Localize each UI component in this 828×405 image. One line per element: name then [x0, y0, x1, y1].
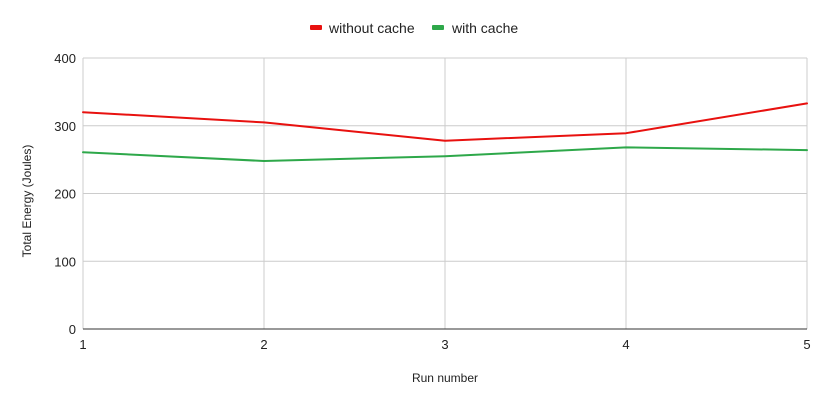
y-axis-title: Total Energy (Joules)	[20, 145, 34, 258]
x-tick-label: 3	[441, 337, 448, 352]
legend-item[interactable]: with cache	[432, 20, 518, 36]
y-tick-label: 100	[54, 254, 76, 269]
y-tick-label: 400	[54, 51, 76, 66]
legend[interactable]: without cache with cache	[310, 20, 518, 36]
x-tick-label: 4	[622, 337, 629, 352]
x-axis-title: Run number	[412, 371, 478, 385]
x-tick-label: 5	[803, 337, 810, 352]
series-line-with-cache	[82, 146, 808, 162]
legend-label: with cache	[451, 20, 518, 36]
y-tick-label: 200	[54, 187, 76, 202]
gridlines	[82, 57, 808, 329]
x-tick-label: 2	[260, 337, 267, 352]
legend-item[interactable]: without cache	[310, 20, 415, 36]
x-tick-label: 1	[79, 337, 86, 352]
tick-labels: 0 100 200 300 400 1 2 3 4 5	[54, 51, 810, 352]
legend-label: without cache	[328, 20, 415, 36]
y-tick-label: 0	[69, 322, 76, 337]
legend-swatch	[432, 25, 444, 30]
data-series	[82, 102, 808, 162]
series-line-without-cache	[82, 102, 808, 142]
legend-swatch	[310, 25, 322, 30]
y-tick-label: 300	[54, 119, 76, 134]
